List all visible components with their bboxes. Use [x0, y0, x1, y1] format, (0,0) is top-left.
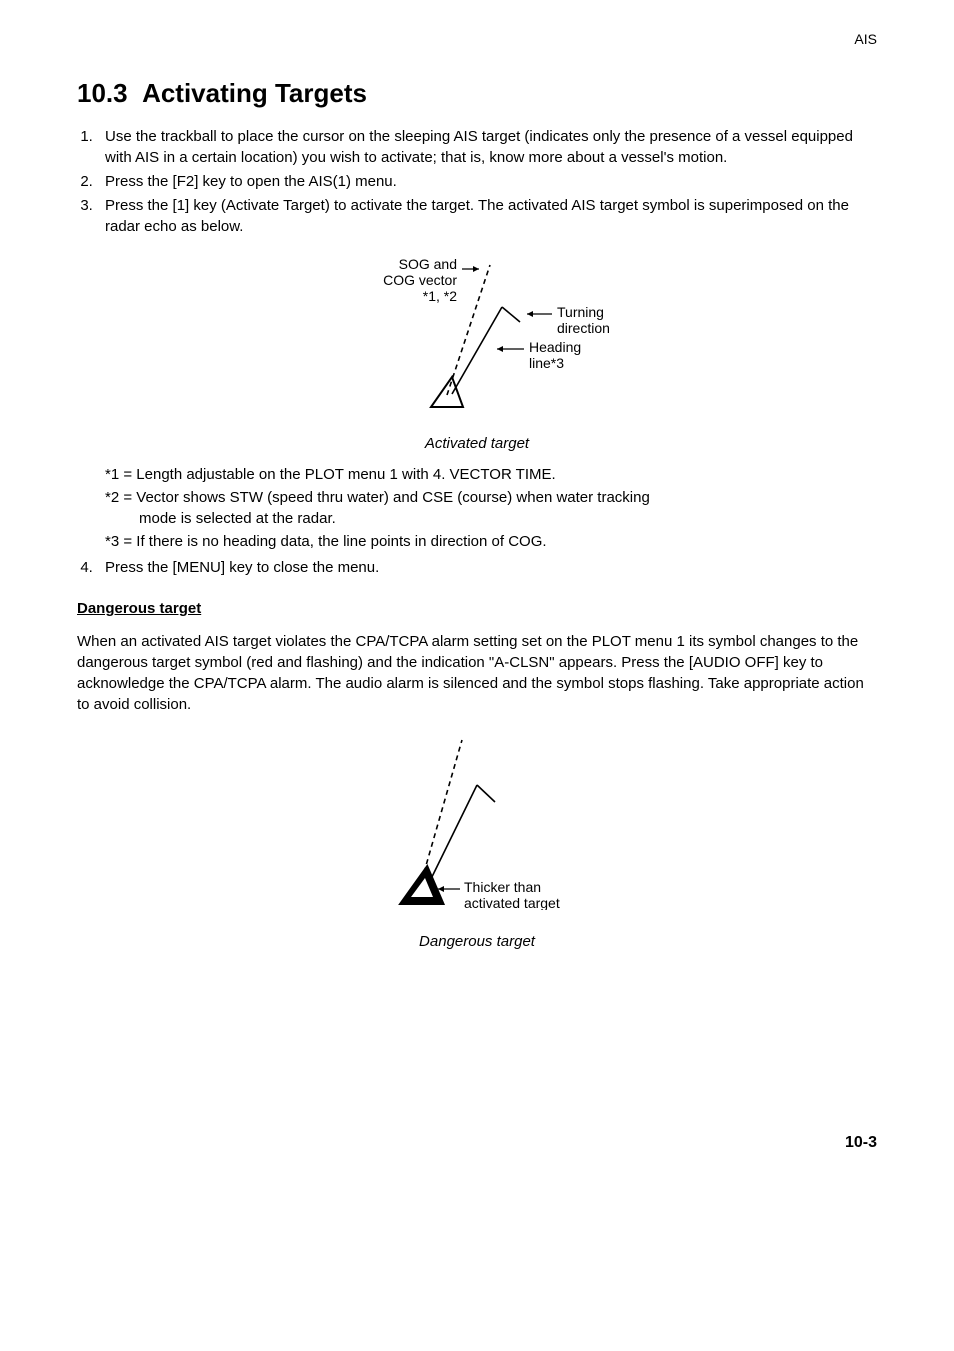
dangerous-body: When an activated AIS target violates th…: [77, 631, 877, 715]
page-number: 10-3: [77, 1132, 877, 1154]
svg-text:direction: direction: [557, 320, 610, 336]
page-title: 10.3 Activating Targets: [77, 75, 877, 111]
section-header: AIS: [77, 30, 877, 50]
svg-text:SOG and: SOG and: [399, 256, 457, 272]
step-2: Press the [F2] key to open the AIS(1) me…: [97, 171, 877, 192]
figure1-caption: Activated target: [77, 433, 877, 454]
svg-text:activated target: activated target: [464, 895, 560, 910]
svg-text:COG vector: COG vector: [383, 272, 457, 288]
procedure-list: Use the trackball to place the cursor on…: [77, 126, 877, 237]
step-3: Press the [1] key (Activate Target) to a…: [97, 195, 877, 237]
dangerous-heading: Dangerous target: [77, 598, 877, 619]
footnote-1: *1 = Length adjustable on the PLOT menu …: [105, 464, 877, 485]
figure-dangerous-target: Thicker than activated target: [77, 730, 877, 916]
svg-text:Heading: Heading: [529, 339, 581, 355]
figure2-caption: Dangerous target: [77, 931, 877, 952]
procedure-list-continued: Press the [MENU] key to close the menu.: [77, 557, 877, 578]
footnote-2: *2 = Vector shows STW (speed thru water)…: [105, 487, 877, 529]
title-text: Activating Targets: [142, 78, 367, 108]
footnote-3: *3 = If there is no heading data, the li…: [105, 531, 877, 552]
title-number: 10.3: [77, 78, 128, 108]
svg-text:line*3: line*3: [529, 355, 564, 371]
footnotes: *1 = Length adjustable on the PLOT menu …: [105, 464, 877, 552]
svg-text:Turning: Turning: [557, 304, 604, 320]
svg-text:*1, *2: *1, *2: [423, 288, 457, 304]
step-1: Use the trackball to place the cursor on…: [97, 126, 877, 168]
svg-text:Thicker than: Thicker than: [464, 879, 541, 895]
step-4: Press the [MENU] key to close the menu.: [97, 557, 877, 578]
figure-activated-target: SOG and COG vector *1, *2 Turning direct…: [77, 252, 877, 418]
